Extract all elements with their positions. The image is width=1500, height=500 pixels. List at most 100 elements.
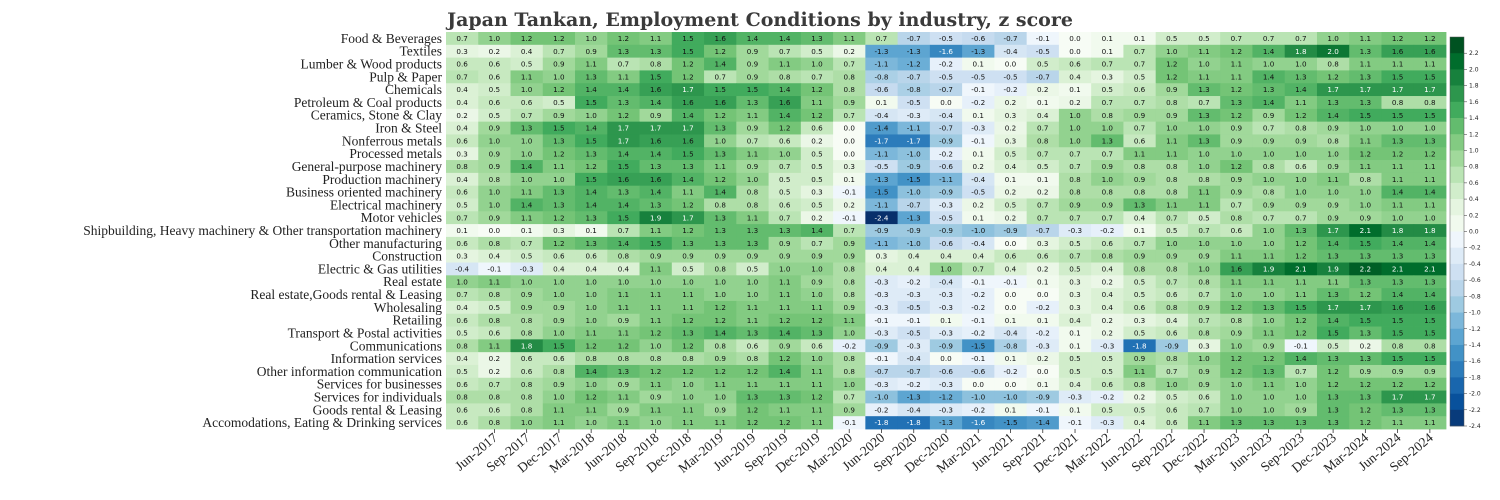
heatmap-cell xyxy=(962,160,995,174)
heatmap-cell xyxy=(1284,57,1318,71)
cell-value-label: 1.1 xyxy=(1392,162,1403,171)
heatmap-cell xyxy=(1123,339,1157,353)
cell-value-label: 0.8 xyxy=(844,277,856,286)
heatmap-cell xyxy=(736,185,769,199)
cell-value-label: -1.7 xyxy=(907,136,921,145)
cell-value-label: 1.1 xyxy=(521,72,532,81)
cell-value-label: 0.8 xyxy=(1263,188,1275,197)
cell-value-label: 1.3 xyxy=(585,72,596,81)
heatmap-cell xyxy=(1091,198,1124,212)
cell-value-label: -0.1 xyxy=(1004,277,1018,286)
heatmap-cell xyxy=(478,211,511,225)
cell-value-label: 1.0 xyxy=(1392,213,1404,222)
cell-value-label: 0.6 xyxy=(585,252,597,261)
cell-value-label: 1.2 xyxy=(1231,354,1242,363)
heatmap-cell xyxy=(446,300,479,315)
cell-value-label: 1.2 xyxy=(714,303,725,312)
heatmap-cell xyxy=(962,326,995,340)
heatmap-cell xyxy=(1123,96,1157,110)
heatmap-cell xyxy=(446,352,479,366)
heatmap-cell xyxy=(671,134,705,148)
cell-value-label: 1.1 xyxy=(779,60,790,69)
heatmap-cell xyxy=(865,83,899,97)
cell-value-label: 0.2 xyxy=(1005,188,1016,197)
cell-value-label: 1.0 xyxy=(1198,149,1210,158)
cell-value-label: 1.3 xyxy=(650,162,661,171)
cell-value-label: 0.0 xyxy=(1037,290,1049,299)
cell-value-label: 1.0 xyxy=(1327,34,1339,43)
cell-value-label: 1.4 xyxy=(618,149,630,158)
cell-value-label: 0.1 xyxy=(1102,47,1113,56)
cell-value-label: 1.7 xyxy=(1392,85,1403,94)
cell-value-label: 0.7 xyxy=(553,47,564,56)
cell-value-label: 1.1 xyxy=(618,72,629,81)
cell-value-label: 1.6 xyxy=(650,175,662,184)
cell-value-label: 1.6 xyxy=(618,175,630,184)
heatmap-cell xyxy=(1026,236,1060,251)
cell-value-label: 1.2 xyxy=(1295,252,1306,261)
heatmap-cell xyxy=(1252,108,1286,123)
cell-value-label: 1.5 xyxy=(650,72,661,81)
heatmap-cell xyxy=(1381,134,1415,148)
cell-value-label: 1.1 xyxy=(779,303,790,312)
heatmap-cell xyxy=(1155,390,1189,404)
cell-value-label: 0.8 xyxy=(714,341,726,350)
cell-value-label: 1.0 xyxy=(521,85,533,94)
heatmap-cell xyxy=(607,57,640,71)
heatmap-cell xyxy=(929,249,963,263)
cell-value-label: -0.3 xyxy=(520,265,534,274)
cell-value-label: -0.5 xyxy=(907,98,921,107)
cell-value-label: 0.7 xyxy=(1198,316,1209,325)
cell-value-label: 0.6 xyxy=(521,367,533,376)
heatmap-cell xyxy=(1284,160,1318,174)
heatmap-cell xyxy=(1381,147,1415,161)
heatmap-cell xyxy=(671,147,705,161)
cell-value-label: 0.4 xyxy=(1102,265,1114,274)
heatmap-cell xyxy=(865,364,899,379)
heatmap-cell xyxy=(1155,121,1189,135)
cell-value-label: 0.8 xyxy=(1327,136,1339,145)
cell-value-label: -1.3 xyxy=(971,47,985,56)
cell-value-label: 0.8 xyxy=(747,188,759,197)
cell-value-label: 0.7 xyxy=(456,72,467,81)
heatmap-cell xyxy=(510,121,544,135)
cell-value-label: 0.9 xyxy=(1424,367,1436,376)
heatmap-cell xyxy=(1381,262,1415,276)
heatmap-cell xyxy=(478,121,511,135)
cell-value-label: 0.8 xyxy=(1166,162,1178,171)
heatmap-cell xyxy=(1349,416,1382,430)
cell-value-label: 1.1 xyxy=(1392,60,1403,69)
cell-value-label: 0.6 xyxy=(456,418,468,427)
heatmap-cell xyxy=(639,339,673,353)
cell-value-label: 1.1 xyxy=(1231,72,1242,81)
heatmap-cell xyxy=(929,403,963,417)
cell-value-label: 1.5 xyxy=(585,98,596,107)
heatmap-cell xyxy=(510,326,544,340)
heatmap-cell xyxy=(607,313,640,327)
heatmap-cell xyxy=(510,288,544,302)
heatmap-cell xyxy=(1413,134,1447,148)
cell-value-label: 1.0 xyxy=(1295,380,1307,389)
heatmap-cell xyxy=(1349,147,1382,161)
heatmap-cell xyxy=(478,326,511,340)
cell-value-label: 1.2 xyxy=(1327,72,1338,81)
heatmap-cell xyxy=(575,288,608,302)
cell-value-label: 0.7 xyxy=(456,34,467,43)
heatmap-cell xyxy=(833,121,866,135)
heatmap-cell xyxy=(1026,83,1060,97)
heatmap-cell xyxy=(510,364,544,379)
cell-value-label: 0.4 xyxy=(908,252,920,261)
cell-value-label: -0.6 xyxy=(874,85,888,94)
heatmap-cell xyxy=(962,108,995,123)
cell-value-label: 1.3 xyxy=(1231,418,1242,427)
cell-value-label: 1.0 xyxy=(553,72,565,81)
cell-value-label: 1.1 xyxy=(1166,200,1177,209)
cell-value-label: 0.8 xyxy=(1424,341,1436,350)
heatmap-cell xyxy=(510,147,544,161)
heatmap-cell xyxy=(833,275,866,289)
cell-value-label: 1.7 xyxy=(1424,393,1435,402)
cell-value-label: -0.5 xyxy=(971,188,985,197)
heatmap-cell xyxy=(1187,275,1221,289)
cell-value-label: 0.5 xyxy=(1069,354,1080,363)
heatmap-cell xyxy=(542,172,576,187)
